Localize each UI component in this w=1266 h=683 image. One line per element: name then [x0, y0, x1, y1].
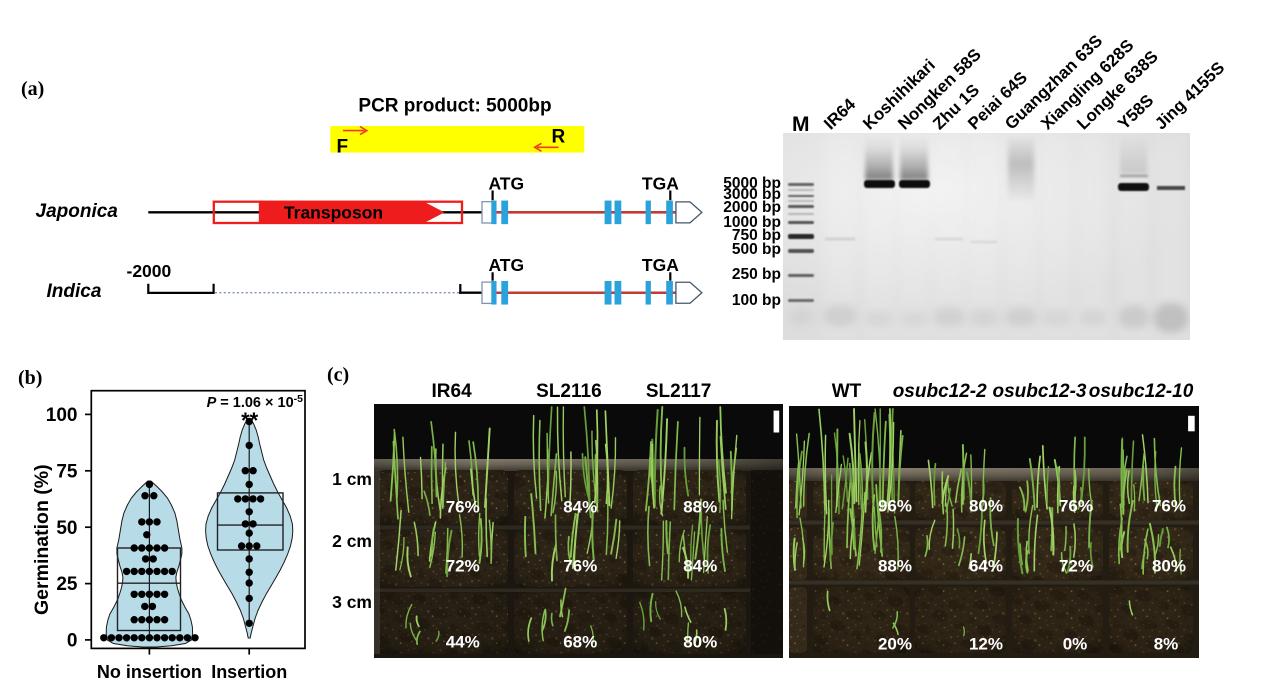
svg-text:12%: 12%	[969, 634, 1003, 653]
svg-text:76%: 76%	[1059, 496, 1093, 515]
svg-text:20%: 20%	[878, 634, 912, 653]
svg-text:25: 25	[56, 574, 78, 595]
svg-text:0: 0	[67, 631, 78, 652]
svg-text:50: 50	[56, 518, 77, 539]
svg-text:76%: 76%	[563, 557, 597, 576]
svg-text:84%: 84%	[683, 557, 717, 576]
svg-text:0%: 0%	[1063, 634, 1088, 653]
svg-text:(b): (b)	[18, 367, 42, 389]
svg-text:84%: 84%	[563, 498, 597, 517]
svg-text:Transposon: Transposon	[284, 203, 383, 223]
svg-text:80%: 80%	[683, 633, 717, 652]
svg-text:88%: 88%	[878, 556, 912, 575]
svg-text:8%: 8%	[1154, 634, 1179, 653]
svg-text:Indica: Indica	[47, 281, 102, 302]
svg-text:80%: 80%	[969, 496, 1003, 515]
svg-text:44%: 44%	[445, 633, 479, 652]
svg-text:80%: 80%	[1152, 556, 1186, 575]
svg-text:-2000: -2000	[127, 261, 172, 281]
svg-text:72%: 72%	[445, 557, 479, 576]
svg-text:P = 1.06 × 10-5: P = 1.06 × 10-5	[207, 393, 304, 411]
svg-text:R: R	[552, 127, 566, 148]
svg-text:68%: 68%	[563, 633, 597, 652]
svg-text:Japonica: Japonica	[36, 201, 119, 222]
svg-text:76%: 76%	[445, 498, 479, 517]
svg-text:75: 75	[56, 461, 78, 482]
svg-text:F: F	[337, 137, 349, 158]
svg-text:72%: 72%	[1059, 556, 1093, 575]
svg-text:TGA: TGA	[642, 255, 679, 275]
svg-text:No insertion: No insertion	[97, 662, 202, 682]
svg-text:Germination (%): Germination (%)	[31, 464, 53, 615]
svg-text:(a): (a)	[21, 78, 44, 100]
svg-text:ATG: ATG	[488, 255, 524, 275]
svg-text:76%: 76%	[1152, 496, 1186, 515]
svg-text:ATG: ATG	[488, 173, 524, 193]
svg-text:64%: 64%	[969, 556, 1003, 575]
svg-text:100: 100	[46, 405, 78, 426]
svg-text:TGA: TGA	[642, 173, 679, 193]
svg-text:96%: 96%	[878, 496, 912, 515]
svg-text:Insertion: Insertion	[211, 662, 287, 682]
svg-text:88%: 88%	[683, 498, 717, 517]
svg-text:**: **	[241, 408, 259, 433]
svg-text:PCR product: 5000bp: PCR product: 5000bp	[358, 96, 551, 117]
